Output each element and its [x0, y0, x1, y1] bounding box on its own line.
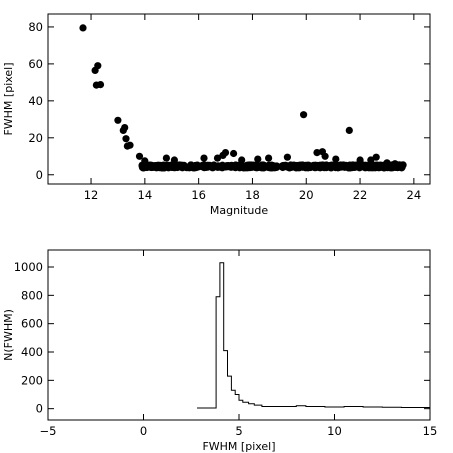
histogram-panel: −5 0 5 10 15 0 200 400 600 800 1000 FWHM [pixel] N… — [2, 249, 438, 453]
y-tick-label: 600 — [21, 317, 43, 331]
data-point — [334, 162, 342, 170]
x-tick-label: −5 — [40, 424, 57, 438]
data-point — [121, 124, 129, 132]
y-tick-label: 80 — [28, 20, 43, 34]
data-point — [304, 162, 312, 170]
data-point — [217, 163, 225, 171]
data-point — [265, 154, 273, 162]
data-point — [168, 163, 176, 171]
data-point — [225, 162, 233, 170]
x-tick-label: 15 — [423, 424, 438, 438]
histogram-y-axis-label: N(FWHM) — [2, 309, 15, 361]
x-tick-label: 0 — [140, 424, 147, 438]
data-point — [230, 149, 238, 158]
data-point — [135, 152, 144, 160]
data-point — [238, 156, 246, 164]
y-tick-label: 200 — [21, 373, 43, 387]
y-tick-label: 800 — [21, 288, 43, 302]
data-point — [300, 111, 308, 119]
data-point — [182, 163, 190, 171]
data-point — [96, 81, 105, 89]
y-tick-label: 40 — [28, 94, 43, 108]
data-point — [350, 163, 358, 171]
data-point — [126, 141, 134, 149]
y-tick-label: 20 — [28, 131, 43, 145]
data-point — [313, 149, 321, 157]
histogram-x-axis-label: FWHM [pixel] — [202, 440, 275, 453]
data-point — [94, 62, 102, 70]
data-point — [383, 159, 391, 167]
x-tick-label: 10 — [327, 424, 342, 438]
x-tick-label: 18 — [245, 188, 260, 202]
x-tick-label: 24 — [407, 188, 422, 202]
data-point — [170, 156, 178, 164]
x-tick-label: 5 — [235, 424, 242, 438]
data-point — [327, 164, 335, 172]
data-point — [79, 24, 87, 32]
data-point — [114, 116, 122, 124]
data-point — [278, 162, 286, 171]
x-tick-label: 16 — [191, 188, 206, 202]
data-point — [345, 126, 353, 134]
data-point — [158, 164, 166, 172]
data-point — [241, 163, 249, 171]
data-point — [213, 154, 222, 162]
data-point — [221, 149, 230, 157]
scatter-panel: 12 14 16 18 20 22 24 0 20 40 60 80 Magnitude FWHM [… — [2, 13, 431, 217]
data-point — [356, 156, 364, 164]
data-point — [372, 153, 380, 161]
y-tick-label: 60 — [28, 57, 43, 71]
data-point — [399, 161, 407, 169]
y-tick-label: 0 — [36, 168, 43, 182]
x-tick-label: 22 — [353, 188, 368, 202]
data-point — [262, 163, 270, 171]
data-point — [191, 163, 199, 172]
data-point — [367, 156, 375, 164]
x-tick-label: 14 — [138, 188, 153, 202]
scatter-plot-frame — [47, 13, 431, 185]
y-tick-label: 0 — [36, 402, 43, 416]
data-point — [332, 155, 340, 163]
y-tick-label: 1000 — [14, 260, 43, 274]
x-tick-label: 12 — [84, 188, 99, 202]
data-point — [293, 161, 301, 170]
histogram-step-line — [197, 262, 430, 409]
scatter-y-axis-label: FWHM [pixel] — [2, 62, 15, 135]
data-point — [143, 163, 151, 171]
data-point — [200, 154, 208, 162]
data-point — [283, 153, 291, 161]
x-tick-label: 20 — [299, 188, 314, 202]
histogram-ticks: −5 0 5 10 15 0 200 400 600 800 1000 — [14, 250, 438, 438]
data-point — [248, 163, 256, 171]
data-point — [122, 135, 130, 143]
data-point — [199, 163, 207, 171]
data-point — [141, 157, 149, 165]
scatter-x-axis-label: Magnitude — [210, 204, 269, 217]
scatter-ticks: 12 14 16 18 20 22 24 0 20 40 60 80 — [28, 14, 430, 202]
data-point — [210, 161, 218, 169]
y-tick-label: 400 — [21, 345, 43, 359]
data-point — [162, 154, 170, 162]
scatter-points — [79, 24, 407, 172]
data-point — [321, 152, 329, 160]
data-point — [391, 160, 399, 168]
data-point — [371, 161, 379, 169]
data-point — [254, 155, 262, 163]
